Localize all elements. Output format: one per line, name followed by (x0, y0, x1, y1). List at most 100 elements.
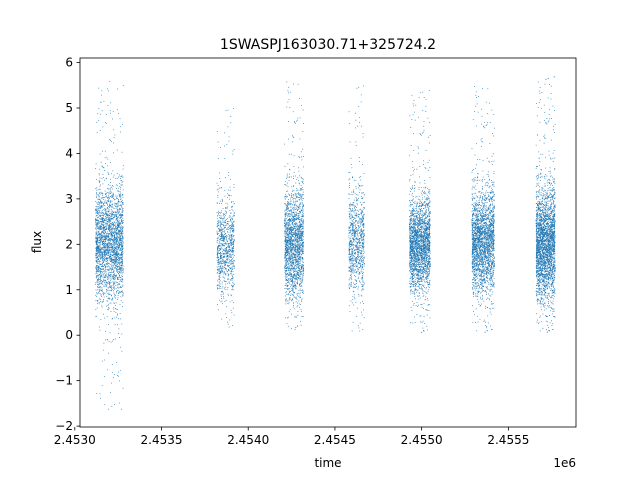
data-point (291, 220, 293, 222)
data-point (95, 265, 97, 267)
data-point (97, 269, 99, 271)
data-point (120, 244, 121, 245)
data-point (108, 282, 109, 284)
data-point (109, 110, 111, 112)
data-point (291, 257, 293, 259)
data-point (113, 233, 115, 234)
data-point (113, 224, 115, 226)
data-point (293, 231, 295, 233)
data-point (301, 177, 302, 179)
data-point (291, 231, 293, 233)
data-point (122, 230, 124, 232)
data-point (108, 188, 110, 190)
data-point (110, 282, 112, 283)
data-point (101, 221, 102, 223)
data-point (98, 274, 100, 276)
data-point (228, 255, 230, 257)
data-point (297, 266, 299, 268)
data-point (299, 238, 301, 239)
data-point (108, 224, 110, 226)
data-point (291, 244, 293, 245)
data-point (104, 157, 106, 159)
data-point (293, 286, 294, 288)
data-point (102, 228, 104, 230)
data-point (232, 252, 234, 253)
data-point (292, 224, 294, 226)
data-point (107, 273, 109, 275)
data-point (229, 198, 230, 200)
data-point (231, 285, 233, 286)
data-point (230, 220, 232, 222)
data-point (218, 259, 220, 261)
data-point (291, 235, 293, 237)
data-point (122, 387, 124, 389)
data-point (300, 226, 302, 228)
data-point (96, 262, 98, 264)
data-point (109, 198, 110, 199)
data-point (98, 249, 100, 251)
data-point (290, 255, 292, 257)
data-point (119, 222, 121, 223)
data-point (112, 213, 113, 214)
data-point (113, 252, 115, 254)
data-point (120, 239, 122, 241)
data-point (100, 212, 102, 214)
data-point (226, 254, 228, 256)
data-point (108, 236, 110, 238)
data-point (97, 239, 99, 241)
data-point (303, 292, 304, 294)
data-point (298, 217, 300, 219)
data-point (107, 242, 109, 244)
data-point (112, 250, 114, 252)
data-point (113, 229, 115, 231)
data-point (100, 261, 102, 262)
data-point (297, 213, 299, 215)
data-point (217, 257, 219, 259)
data-point (288, 235, 290, 237)
data-point (296, 260, 297, 262)
data-point (102, 238, 104, 240)
data-point (97, 246, 99, 248)
data-point (108, 218, 110, 219)
data-point (295, 250, 297, 252)
data-point (217, 196, 219, 198)
data-point (232, 229, 234, 231)
data-point (96, 280, 98, 281)
data-point (103, 241, 104, 243)
data-point (119, 249, 121, 250)
data-point (217, 284, 219, 286)
data-point (114, 246, 116, 248)
data-point (293, 186, 294, 188)
data-point (104, 199, 106, 201)
data-point (216, 238, 218, 240)
data-point (105, 236, 107, 237)
data-point (289, 194, 290, 196)
data-point (287, 260, 288, 262)
data-point (121, 333, 123, 335)
data-point (98, 283, 100, 285)
data-point (106, 202, 107, 204)
data-point (299, 219, 301, 220)
data-point (118, 229, 120, 231)
data-point (108, 211, 110, 213)
data-point (219, 244, 221, 246)
data-point (109, 391, 111, 393)
data-point (96, 286, 98, 287)
data-point (115, 212, 117, 214)
data-point (100, 266, 102, 267)
data-point (109, 213, 111, 215)
data-point (225, 226, 226, 228)
data-point (100, 202, 102, 204)
data-point (112, 262, 114, 263)
data-point (101, 265, 103, 267)
data-point (302, 232, 303, 234)
data-point (288, 231, 290, 233)
data-point (115, 295, 116, 296)
data-point (108, 194, 109, 196)
data-point (220, 240, 222, 242)
data-point (112, 268, 114, 270)
data-point (302, 211, 303, 213)
data-point (99, 286, 100, 288)
data-point (110, 275, 112, 277)
data-point (289, 239, 291, 241)
